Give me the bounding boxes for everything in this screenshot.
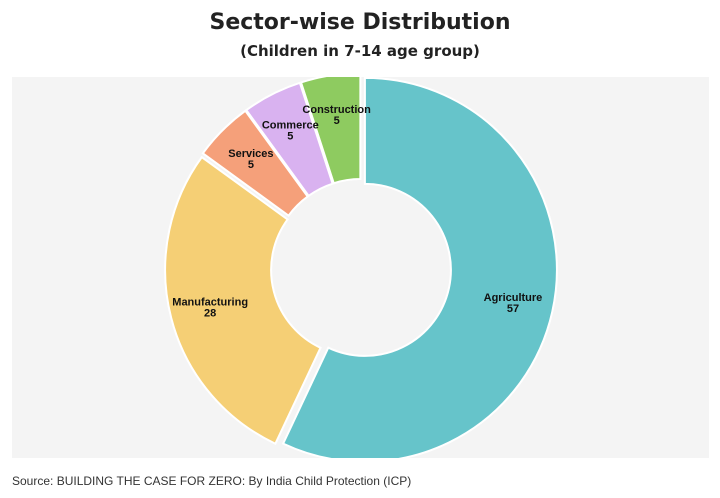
slice-label-construction: Construction bbox=[302, 104, 371, 116]
chart-panel: Agriculture 57 Manufacturing 28 Services 5 Com… bbox=[12, 77, 709, 458]
donut-slice-services bbox=[201, 109, 310, 218]
slice-label-agriculture: Agriculture bbox=[484, 292, 543, 304]
chart-subtitle: (Children in 7-14 age group) bbox=[240, 42, 480, 60]
chart-title: Sector-wise Distribution bbox=[209, 10, 511, 35]
slice-label-manufacturing: Manufacturing bbox=[172, 297, 248, 309]
donut-slice-manufacturing bbox=[164, 155, 322, 446]
slice-value-services: 5 bbox=[248, 159, 254, 171]
slice-value-agriculture: 57 bbox=[507, 303, 519, 315]
donut-slice-construction bbox=[299, 77, 362, 185]
donut-labels: Agriculture57Manufacturing28Services5Com… bbox=[172, 104, 542, 320]
source-note: Source: BUILDING THE CASE FOR ZERO: By I… bbox=[12, 474, 412, 488]
slice-value-manufacturing: 28 bbox=[204, 308, 216, 320]
slice-label-commerce: Commerce bbox=[262, 119, 319, 131]
slice-label-services: Services bbox=[228, 148, 273, 160]
donut-chart: Agriculture57Manufacturing28Services5Com… bbox=[164, 77, 558, 458]
slice-value-commerce: 5 bbox=[287, 130, 293, 142]
donut-slice-commerce bbox=[244, 81, 334, 198]
donut-slice-agriculture bbox=[281, 77, 558, 458]
donut-slices bbox=[164, 77, 558, 458]
slice-value-construction: 5 bbox=[334, 115, 340, 127]
